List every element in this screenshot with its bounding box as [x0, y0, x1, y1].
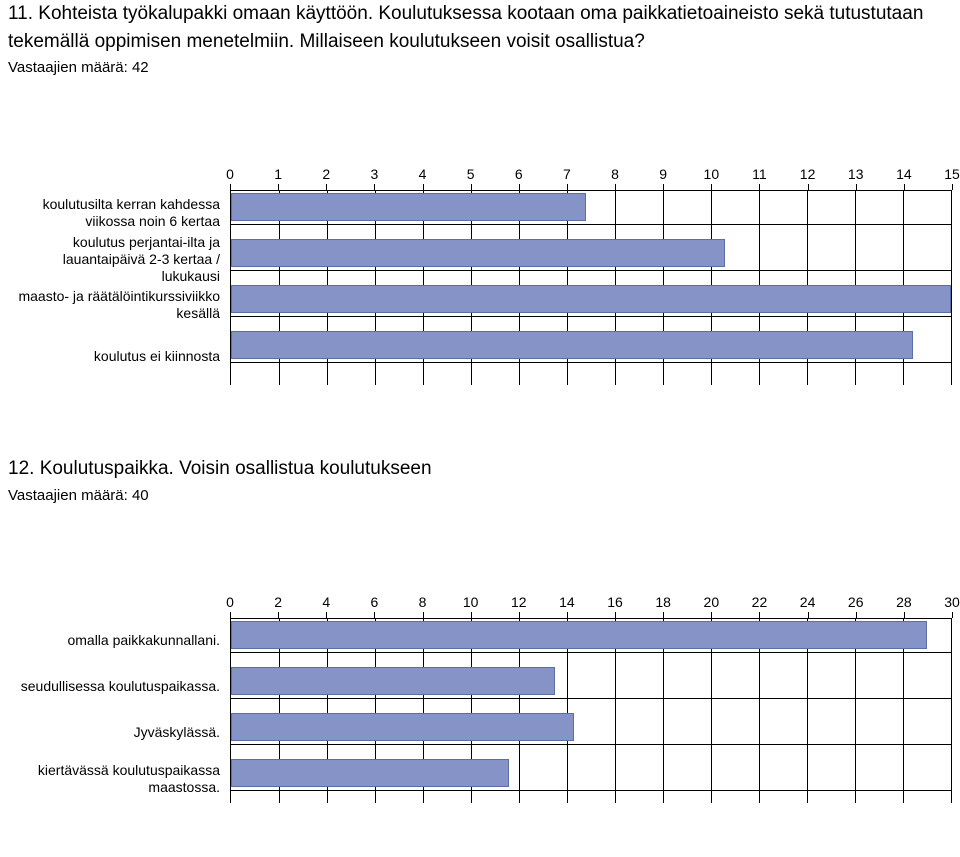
axis-tick: 4	[322, 594, 330, 610]
axis-tick: 8	[611, 166, 619, 182]
axis-tick: 15	[944, 166, 960, 182]
category-label: Jyväskylässä.	[8, 710, 230, 756]
axis-tick: 6	[515, 166, 523, 182]
axis-tick: 24	[800, 594, 816, 610]
category-label: maasto- ja räätälöintikurssiviikko kesäl…	[8, 282, 230, 328]
axis-tick: 16	[607, 594, 623, 610]
axis-tick: 0	[226, 166, 234, 182]
bar	[231, 759, 509, 787]
bar	[231, 239, 725, 267]
q12-respondents: Vastaajien määrä: 40	[0, 487, 960, 594]
bar	[231, 285, 951, 313]
axis-tick: 18	[655, 594, 671, 610]
axis-tick: 10	[463, 594, 479, 610]
axis-tick: 2	[274, 594, 282, 610]
axis-tick: 1	[274, 166, 282, 182]
axis-tick: 5	[467, 166, 475, 182]
q11-title: 11. Kohteista työkalupakki omaan käyttöö…	[0, 0, 960, 59]
axis-tick: 14	[559, 594, 575, 610]
axis-tick: 12	[511, 594, 527, 610]
axis-tick: 28	[896, 594, 912, 610]
axis-tick: 13	[848, 166, 864, 182]
bar	[231, 331, 913, 359]
q12-category-labels: omalla paikkakunnallani.seudullisessa ko…	[8, 594, 230, 803]
category-label: kiertävässä koulutuspaikassa maastossa.	[8, 756, 230, 802]
q11-x-axis: 0123456789101112131415	[230, 166, 952, 190]
axis-tick: 6	[370, 594, 378, 610]
q12-title: 12. Koulutuspaikka. Voisin osallistua ko…	[0, 455, 960, 487]
bar	[231, 667, 555, 695]
axis-tick: 0	[226, 594, 234, 610]
bar	[231, 713, 574, 741]
category-label: koulutus ei kiinnosta	[8, 328, 230, 384]
category-label: omalla paikkakunnallani.	[8, 618, 230, 664]
q12-bars	[230, 618, 952, 803]
q11-respondents: Vastaajien määrä: 42	[0, 59, 960, 166]
category-label: koulutusilta kerran kahdessa viikossa no…	[8, 190, 230, 236]
axis-tick: 11	[752, 166, 767, 182]
q11-chart: koulutusilta kerran kahdessa viikossa no…	[0, 166, 960, 455]
axis-tick: 22	[752, 594, 768, 610]
axis-tick: 2	[322, 166, 330, 182]
category-label: seudullisessa koulutuspaikassa.	[8, 664, 230, 710]
bar	[231, 193, 586, 221]
axis-tick: 10	[704, 166, 720, 182]
q11-category-labels: koulutusilta kerran kahdessa viikossa no…	[8, 166, 230, 385]
axis-tick: 12	[800, 166, 816, 182]
axis-tick: 7	[563, 166, 571, 182]
axis-tick: 30	[944, 594, 960, 610]
category-label: koulutus perjantai-ilta ja lauantaipäivä…	[8, 236, 230, 282]
q12-chart: omalla paikkakunnallani.seudullisessa ko…	[0, 594, 960, 803]
axis-tick: 4	[419, 166, 427, 182]
axis-tick: 9	[659, 166, 667, 182]
bar	[231, 621, 927, 649]
axis-tick: 14	[896, 166, 912, 182]
axis-tick: 26	[848, 594, 864, 610]
q12-x-axis: 024681012141618202224262830	[230, 594, 952, 618]
axis-tick: 20	[704, 594, 720, 610]
axis-tick: 3	[370, 166, 378, 182]
q11-bars	[230, 190, 952, 385]
axis-tick: 8	[419, 594, 427, 610]
